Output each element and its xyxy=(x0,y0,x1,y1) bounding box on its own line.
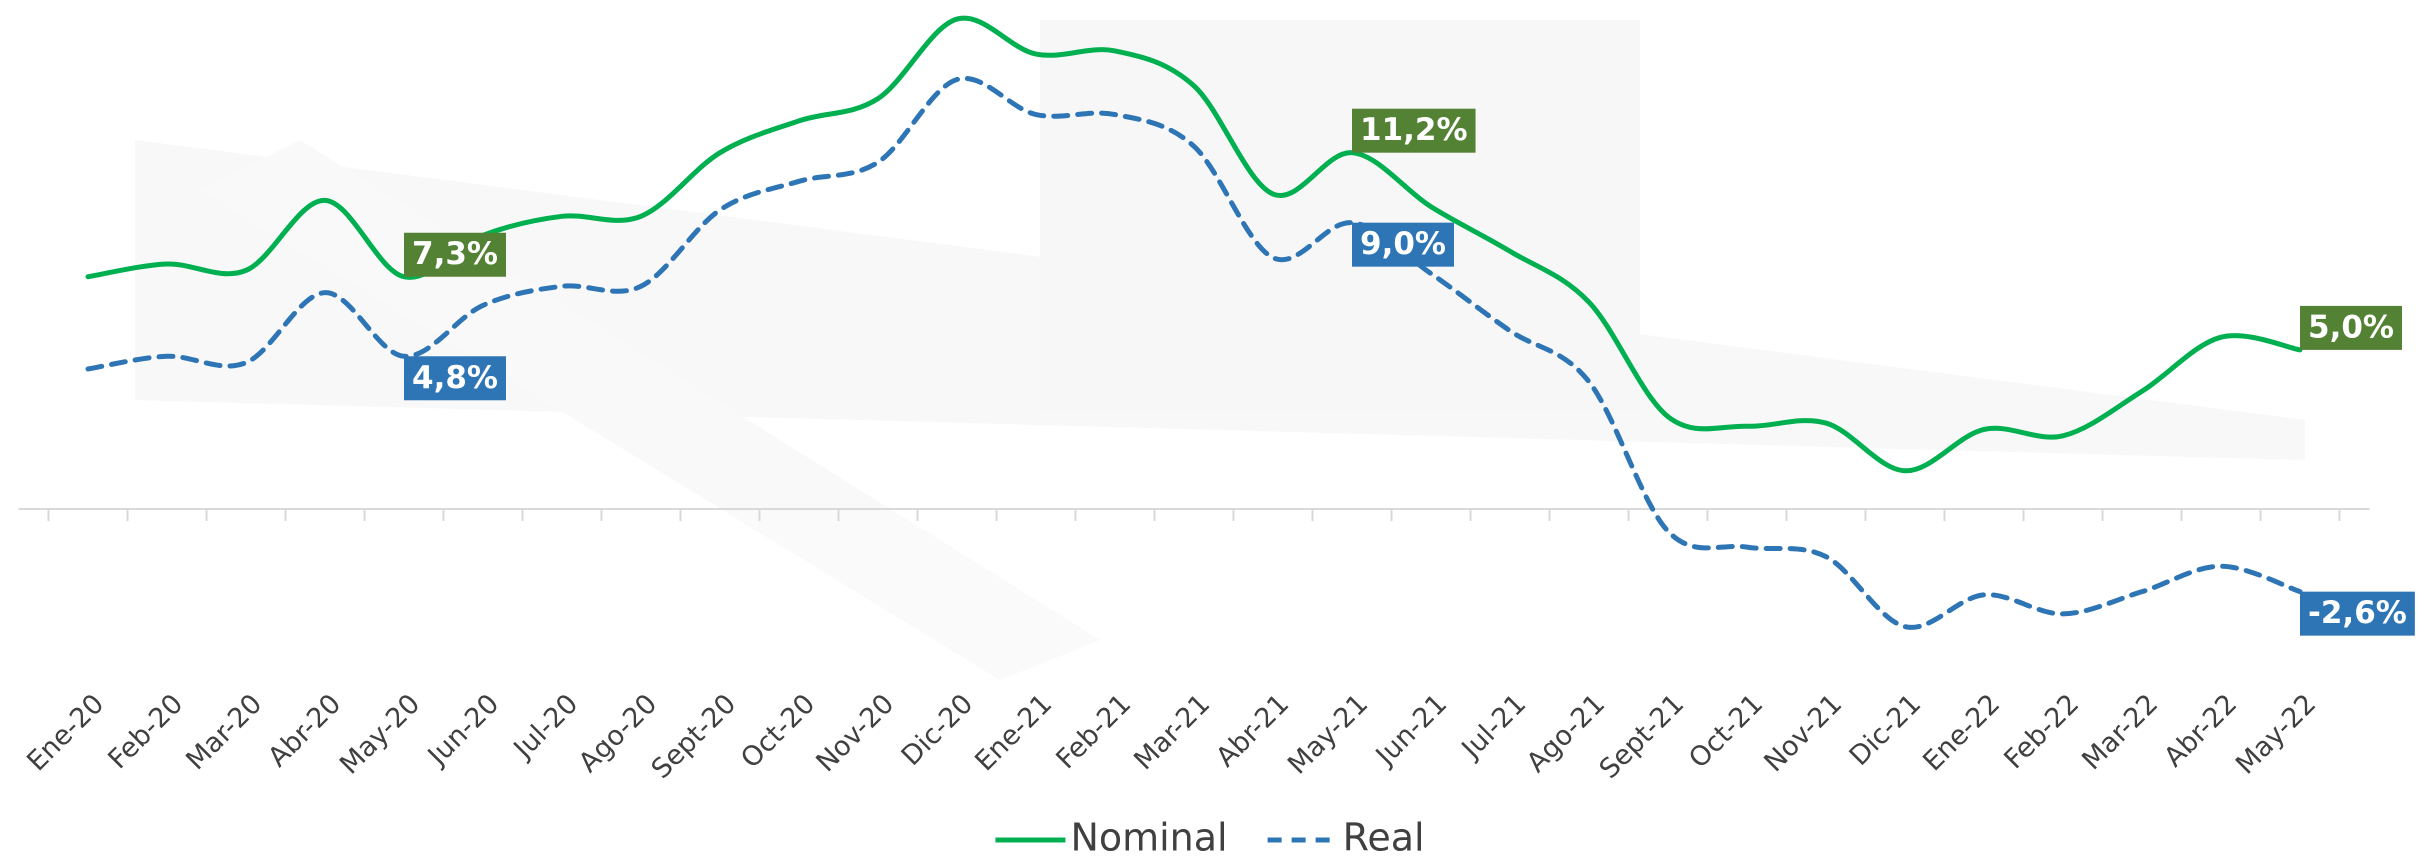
x-tick-label: Dic-21 xyxy=(1844,688,1928,772)
legend: Nominal Real xyxy=(995,816,1424,860)
data-label-text: 5,0% xyxy=(2308,309,2394,345)
data-label-text: 11,2% xyxy=(1360,112,1468,148)
x-tick-label: Feb-22 xyxy=(1998,688,2085,775)
chart: Ene-20Feb-20Mar-20Abr-20May-20Jun-20Jul-… xyxy=(0,0,2420,863)
x-tick-label: Mar-22 xyxy=(2076,688,2164,776)
x-tick-label: Feb-21 xyxy=(1050,688,1137,775)
x-tick-label: Jun-21 xyxy=(1369,688,1453,772)
x-tick-label: Feb-20 xyxy=(102,688,189,775)
x-tick-label: Sept-20 xyxy=(646,688,743,785)
data-label: 4,8% xyxy=(404,356,506,400)
x-tick-label: May-20 xyxy=(334,688,426,780)
x-tick-label: Mar-20 xyxy=(180,688,268,776)
x-tick-label: Sept-21 xyxy=(1594,688,1691,785)
page: {"chart_data": { "type": "line", "catego… xyxy=(0,0,2420,863)
data-label-text: 7,3% xyxy=(412,236,498,272)
x-tick-label: Ene-20 xyxy=(21,688,110,777)
x-tick-label: Ene-21 xyxy=(969,688,1058,777)
legend-label: Nominal xyxy=(1070,816,1227,860)
data-label: -2,6% xyxy=(2300,592,2415,636)
data-label-text: 9,0% xyxy=(1360,226,1446,262)
x-tick-label: Ene-22 xyxy=(1917,688,2006,777)
data-label: 7,3% xyxy=(404,233,506,277)
x-tick-label: Jul-21 xyxy=(1455,688,1533,766)
x-tick-label: Jun-20 xyxy=(421,688,505,772)
x-tick-label: Oct-21 xyxy=(1683,688,1769,774)
x-tick-label: Jul-20 xyxy=(507,688,585,766)
x-tick-label: Nov-20 xyxy=(810,688,900,778)
x-tick-label: Oct-20 xyxy=(735,688,821,774)
data-label: 9,0% xyxy=(1352,223,1454,267)
x-tick-label: Dic-20 xyxy=(896,688,980,772)
data-label: 11,2% xyxy=(1352,109,1476,153)
x-tick-label: May-21 xyxy=(1282,688,1374,780)
x-tick-label: Nov-21 xyxy=(1758,688,1848,778)
data-label: 5,0% xyxy=(2300,306,2402,350)
x-tick-label: May-22 xyxy=(2230,688,2322,780)
data-label-text: 4,8% xyxy=(412,360,498,396)
x-tick-label: Mar-21 xyxy=(1128,688,1216,776)
legend-label: Real xyxy=(1343,816,1425,860)
data-label-text: -2,6% xyxy=(2308,595,2407,631)
